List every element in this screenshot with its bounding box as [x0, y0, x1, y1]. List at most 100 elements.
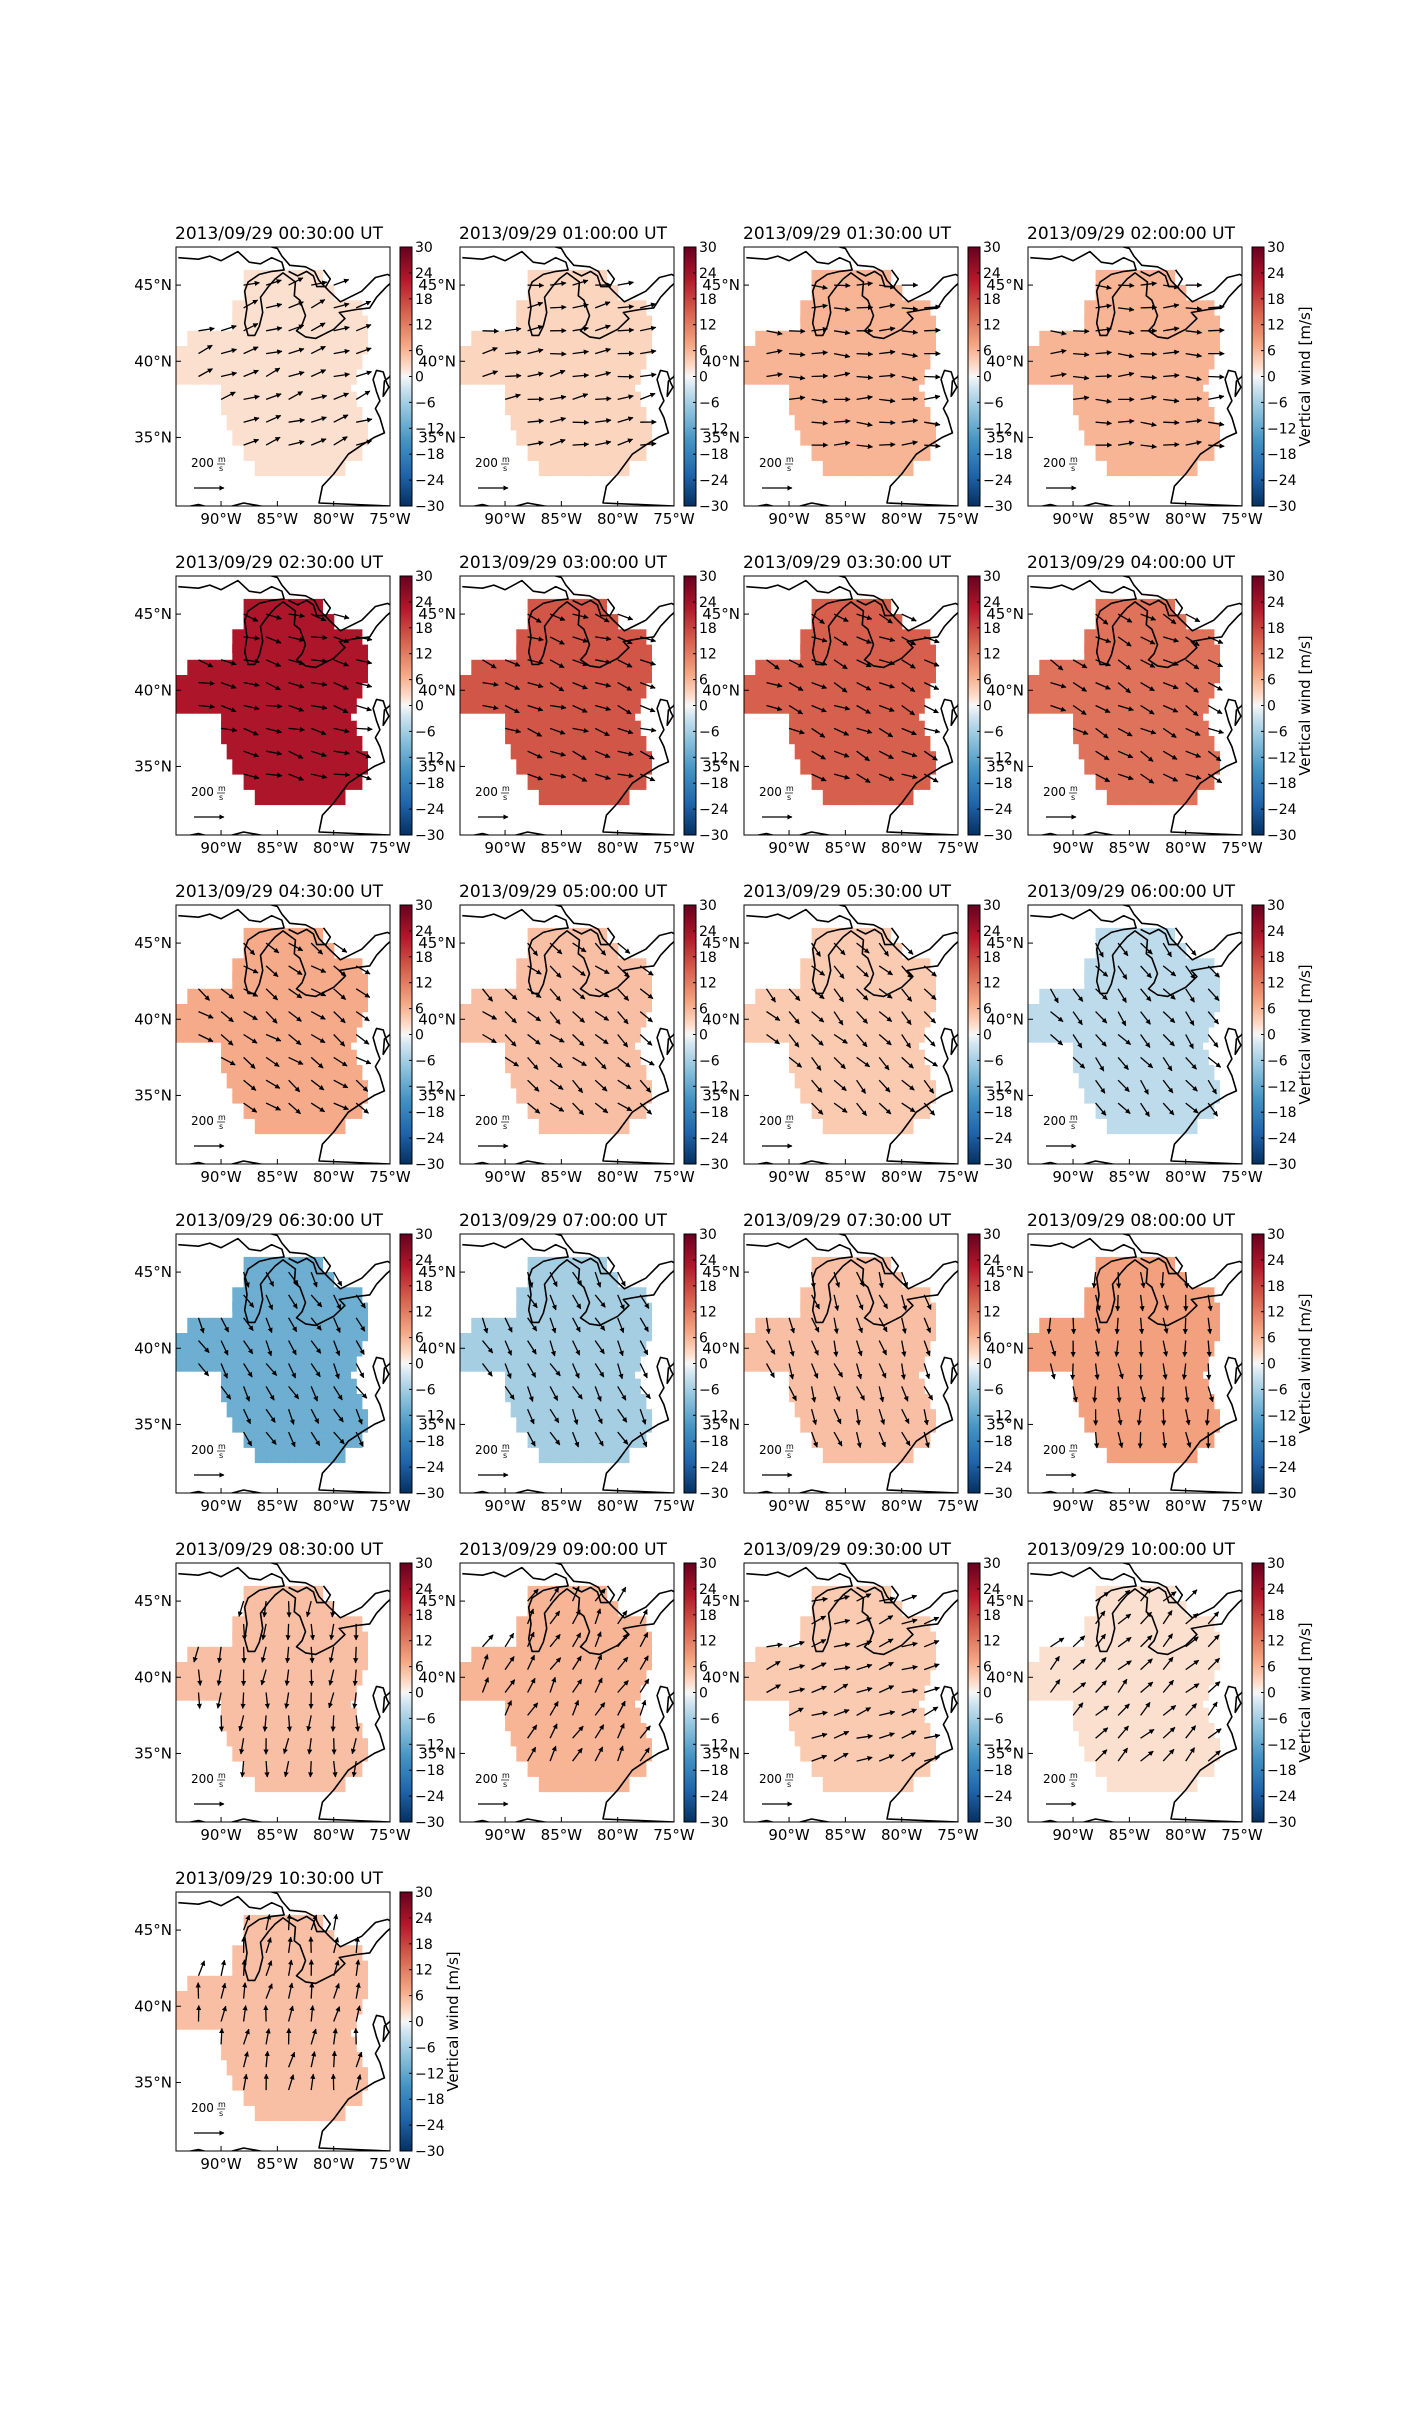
wind-cell [834, 300, 841, 309]
wind-cell [612, 323, 619, 332]
wind-cell [628, 452, 636, 461]
wind-cell [884, 292, 891, 301]
wind-cell [1101, 399, 1108, 408]
wind-cell [350, 675, 357, 684]
wind-cell [1157, 269, 1164, 279]
wind-cell [561, 452, 568, 461]
wind-vector [505, 349, 522, 356]
wind-cell [1196, 330, 1204, 339]
wind-cell [1095, 285, 1102, 294]
wind-cell [1157, 361, 1164, 370]
wind-cell [912, 391, 920, 400]
wind-cell [1084, 399, 1091, 408]
wind-cell [1191, 414, 1198, 423]
wind-cell [589, 300, 596, 309]
wind-cell [305, 361, 312, 370]
wind-cell [907, 323, 914, 332]
wind-cell [1135, 460, 1142, 469]
wind-cell [873, 368, 880, 378]
wind-cell [277, 422, 284, 431]
wind-cell [567, 353, 574, 362]
wind-cell [1112, 361, 1119, 370]
wind-cell [277, 467, 284, 477]
wind-cell [266, 307, 273, 317]
wind-cell [755, 376, 762, 385]
wind-cell [794, 391, 801, 400]
wind-cell [572, 384, 579, 393]
wind-cell [896, 285, 903, 294]
wind-cell [1196, 437, 1204, 446]
wind-cell [1089, 384, 1097, 393]
wind-cell [299, 652, 307, 661]
wind-cell [243, 621, 250, 630]
wind-cell [237, 675, 245, 684]
wind-cell [243, 720, 250, 729]
wind-cell [1089, 338, 1097, 347]
wind-cell [794, 330, 801, 339]
wind-cell [288, 429, 295, 438]
wind-cell [187, 675, 194, 684]
wind-vector [356, 417, 373, 423]
wind-cell [260, 338, 267, 347]
wind-cell [811, 330, 818, 339]
wind-cell [249, 629, 256, 638]
wind-cell [1123, 384, 1130, 393]
wind-cell [243, 766, 250, 775]
wind-cell [305, 300, 312, 309]
wind-vector [595, 418, 612, 424]
wind-cell [811, 292, 818, 301]
wind-cell [1157, 399, 1164, 408]
wind-cell [1095, 376, 1102, 385]
x-tick-label: 85°W [541, 510, 583, 528]
wind-cell [1061, 376, 1068, 385]
wind-cell [271, 315, 278, 324]
wind-cell [1095, 338, 1102, 347]
wind-cell [243, 774, 250, 783]
wind-cell [851, 399, 858, 408]
wind-cell [884, 338, 891, 347]
wind-cell [884, 422, 891, 431]
wind-cell [294, 407, 301, 416]
wind-cell [1146, 353, 1153, 362]
wind-cell [1196, 407, 1204, 416]
wind-cell [583, 437, 591, 446]
wind-cell [544, 391, 551, 400]
wind-cell [305, 644, 312, 653]
wind-cell [266, 774, 273, 783]
wind-cell [896, 330, 903, 339]
wind-cell [1078, 399, 1085, 408]
wind-vector [1140, 304, 1158, 311]
wind-cell [544, 384, 551, 393]
wind-cell [805, 407, 813, 416]
wind-cell [311, 269, 318, 279]
wind-cell [1033, 361, 1040, 370]
wind-cell [907, 437, 914, 446]
wind-cell [1129, 346, 1136, 355]
wind-cell [260, 368, 267, 378]
wind-cell [271, 720, 278, 729]
wind-cell [266, 758, 273, 767]
wind-cell [1101, 285, 1108, 294]
wind-cell [294, 758, 301, 767]
wind-cell [1106, 407, 1113, 416]
wind-cell [333, 307, 340, 317]
wind-cell [634, 414, 641, 423]
wind-cell [1061, 338, 1068, 347]
wind-vector [879, 303, 896, 309]
wind-cell [266, 315, 273, 324]
wind-cell [283, 697, 290, 707]
wind-cell [516, 384, 523, 393]
wind-cell [822, 368, 829, 378]
wind-cell [266, 429, 273, 438]
wind-cell [221, 361, 228, 370]
wind-cell [851, 452, 858, 461]
wind-cell [232, 629, 239, 638]
wind-cell [617, 330, 624, 339]
wind-cell [578, 368, 585, 378]
wind-cell [271, 758, 278, 767]
wind-cell [316, 391, 323, 400]
wind-cell [555, 285, 562, 294]
wind-cell [884, 323, 891, 332]
